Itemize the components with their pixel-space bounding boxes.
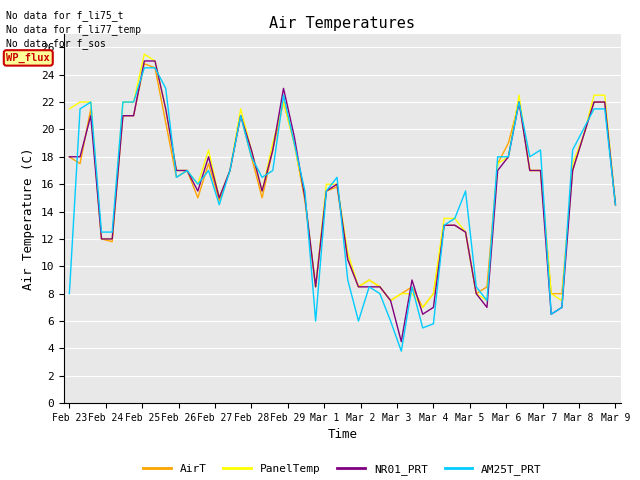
Legend: AirT, PanelTemp, NR01_PRT, AM25T_PRT: AirT, PanelTemp, NR01_PRT, AM25T_PRT — [138, 459, 547, 479]
Y-axis label: Air Temperature (C): Air Temperature (C) — [22, 147, 35, 289]
Text: No data for f_li77_temp: No data for f_li77_temp — [6, 24, 141, 35]
X-axis label: Time: Time — [328, 429, 357, 442]
Text: No data for f_li75_t: No data for f_li75_t — [6, 10, 124, 21]
Title: Air Temperatures: Air Temperatures — [269, 16, 415, 31]
Text: WP_flux: WP_flux — [6, 53, 50, 63]
Text: No data for f_sos: No data for f_sos — [6, 38, 106, 49]
